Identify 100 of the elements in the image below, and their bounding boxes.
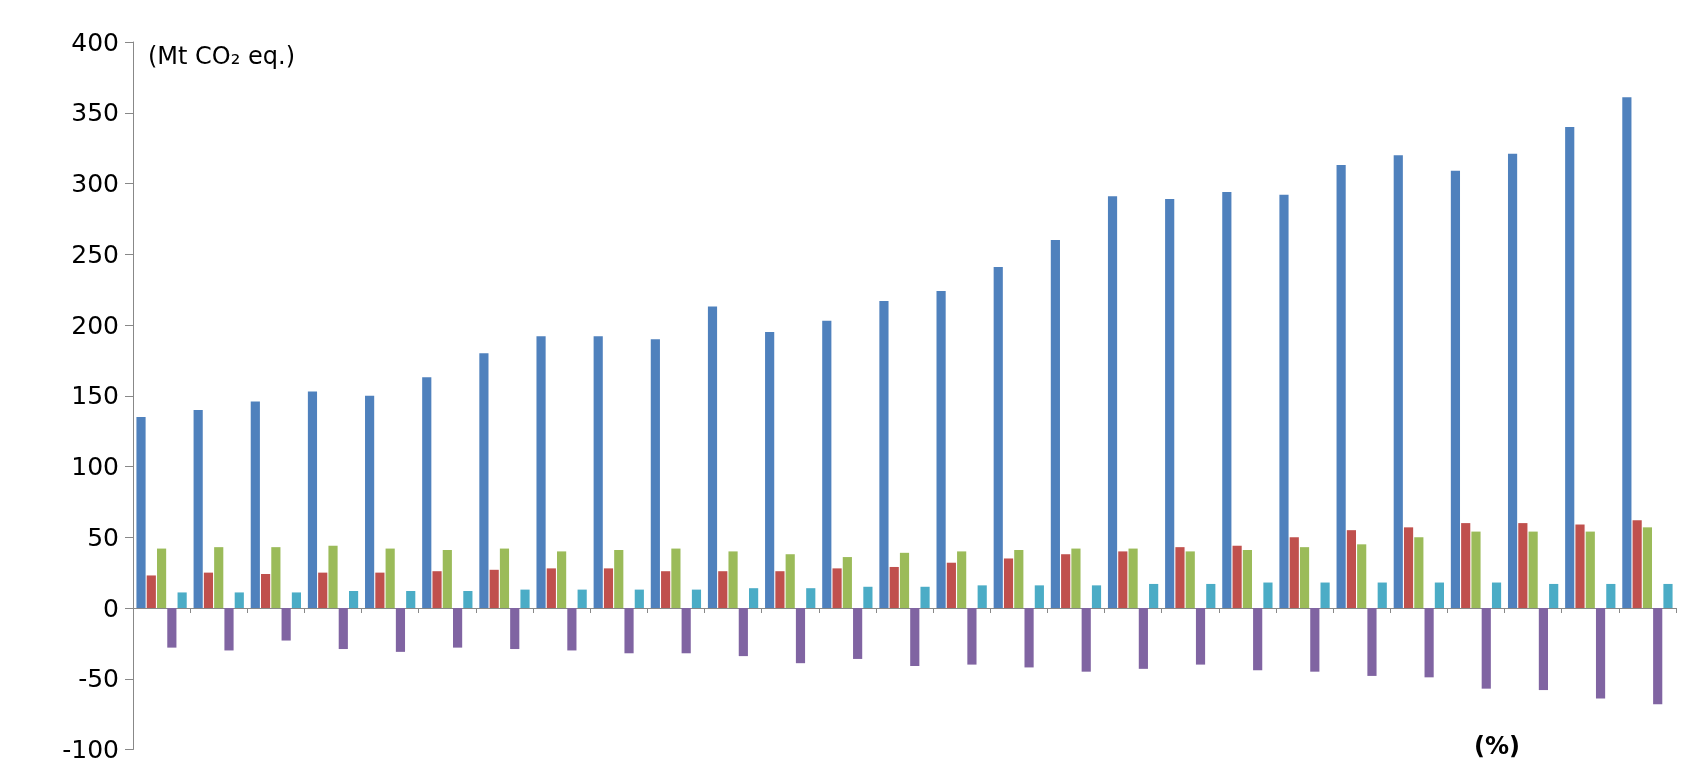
- bar: [1403, 527, 1414, 608]
- bar: [1195, 608, 1206, 665]
- bar: [650, 339, 660, 608]
- bar: [489, 569, 499, 608]
- bar: [510, 608, 520, 650]
- bar: [146, 575, 156, 608]
- bar: [1585, 531, 1595, 608]
- bar: [1024, 608, 1034, 668]
- y-axis-title: (Mt CO₂ eq.): [148, 42, 295, 70]
- bar: [593, 336, 603, 608]
- bar: [338, 608, 348, 650]
- y-tick-label: 250: [71, 239, 119, 269]
- bar: [1232, 545, 1242, 608]
- bar: [1149, 583, 1159, 608]
- bar: [977, 585, 987, 608]
- bar: [879, 300, 889, 608]
- bar: [1393, 155, 1403, 608]
- bar: [1279, 194, 1289, 608]
- y-tick-label: -50: [78, 664, 119, 694]
- bar: [422, 377, 432, 608]
- bar: [1091, 585, 1102, 608]
- bar: [967, 608, 977, 665]
- bar: [1310, 608, 1320, 672]
- bar: [261, 574, 271, 608]
- bar: [671, 548, 681, 608]
- bar: [832, 568, 842, 608]
- bar: [1175, 547, 1185, 608]
- bar: [1289, 537, 1299, 608]
- bar: [1518, 523, 1528, 608]
- bar: [1299, 547, 1310, 608]
- bar: [453, 608, 463, 648]
- bar: [749, 588, 759, 608]
- bar: [1424, 608, 1434, 678]
- bar: [920, 586, 930, 608]
- bar: [281, 608, 291, 641]
- bar: [1549, 583, 1559, 608]
- bar: [365, 395, 375, 608]
- bar: [1367, 608, 1377, 676]
- bar: [318, 572, 328, 608]
- bar: [375, 572, 385, 608]
- bar: [889, 566, 899, 608]
- bar: [1632, 520, 1642, 608]
- bar: [1336, 165, 1346, 608]
- bar: [1575, 524, 1585, 608]
- annotation: (%): [1474, 732, 1520, 760]
- bar: [1206, 583, 1216, 608]
- bar: [691, 589, 702, 608]
- y-tick-label: 50: [87, 522, 119, 552]
- bar: [1653, 608, 1663, 705]
- bar: [1253, 608, 1263, 671]
- bar: [546, 568, 556, 608]
- bar: [863, 586, 873, 608]
- bar: [661, 571, 671, 608]
- bar: [1003, 558, 1014, 608]
- bar: [718, 571, 728, 608]
- bar: [1663, 583, 1673, 608]
- bar: [463, 591, 473, 608]
- bar: [765, 332, 775, 608]
- bar: [348, 591, 359, 608]
- bar: [603, 568, 614, 608]
- bar: [271, 547, 281, 608]
- bar: [624, 608, 634, 654]
- bar: [1414, 537, 1424, 608]
- bar: [577, 589, 587, 608]
- bar: [567, 608, 577, 651]
- bar: [1528, 531, 1538, 608]
- bar: [1606, 583, 1616, 608]
- bar: [634, 589, 644, 608]
- bar: [234, 592, 244, 608]
- bar: [1014, 549, 1024, 608]
- bar: [307, 391, 318, 608]
- bar: [614, 549, 624, 608]
- bar: [1165, 199, 1175, 608]
- bar: [707, 306, 718, 608]
- bar: [1461, 523, 1471, 608]
- bar: [1622, 97, 1632, 608]
- bar: [1357, 544, 1367, 608]
- y-tick-label: -100: [62, 735, 119, 764]
- y-tick-label: 150: [71, 381, 119, 411]
- bar: [224, 608, 234, 651]
- bar: [899, 552, 910, 608]
- bar: [1565, 126, 1575, 608]
- bar: [1107, 196, 1118, 608]
- bar: [1081, 608, 1091, 672]
- bar: [1434, 582, 1444, 608]
- bar: [1222, 191, 1232, 608]
- bar: [1034, 585, 1044, 608]
- bar: [499, 548, 510, 608]
- bar: [853, 608, 863, 659]
- bar: [1507, 153, 1518, 608]
- bar: [1377, 582, 1387, 608]
- bar: [1346, 530, 1356, 608]
- bar: [250, 401, 260, 608]
- bar: [1138, 608, 1148, 669]
- bar: [395, 608, 406, 652]
- bar: [1642, 527, 1653, 608]
- bar: [1481, 608, 1491, 689]
- bar: [385, 548, 395, 608]
- bar: [203, 572, 214, 608]
- y-tick-label: 200: [71, 310, 119, 340]
